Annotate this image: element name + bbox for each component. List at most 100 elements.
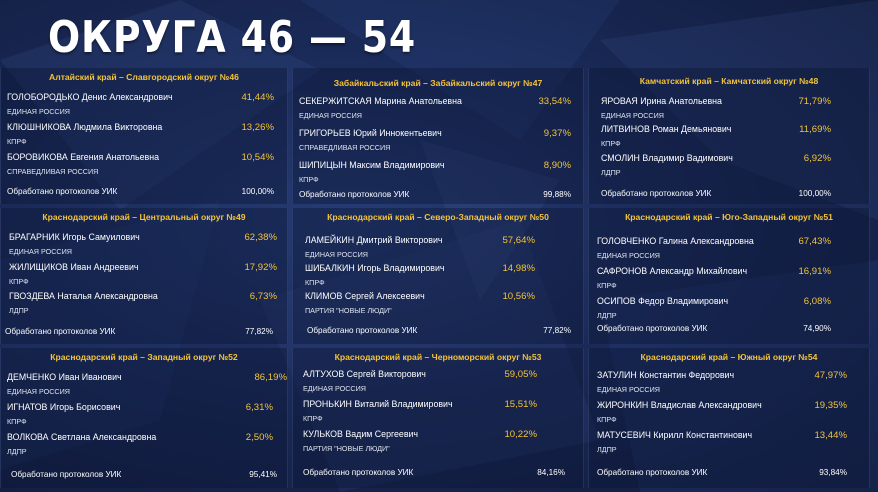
candidate-row: ЛИТВИНОВ Роман Демьянович 11,69% КПРФ: [589, 124, 869, 154]
candidate-party: ЕДИНАЯ РОССИЯ: [303, 384, 366, 393]
candidate-party: ЕДИНАЯ РОССИЯ: [597, 251, 660, 260]
district-card-51: Краснодарский край – Юго-Западный округ …: [588, 208, 870, 344]
candidate-name: ГОЛОБОРОДЬКО Денис Александрович: [7, 92, 173, 103]
protocols-value: 100,00%: [798, 189, 831, 198]
candidate-name: КУЛЬКОВ Вадим Сергеевич: [303, 429, 419, 440]
candidate-percent: 2,50%: [245, 432, 273, 443]
candidate-party: КПРФ: [299, 175, 319, 184]
candidate-row: ЯРОВАЯ Ирина Анатольевна 71,79% ЕДИНАЯ Р…: [589, 96, 869, 126]
protocols-value: 74,90%: [803, 324, 831, 333]
candidate-name: ГОЛОВЧЕНКО Галина Александровна: [597, 236, 754, 247]
protocols-value: 93,84%: [819, 468, 847, 477]
candidate-percent: 10,54%: [241, 152, 274, 163]
candidate-row: ШИБАЛКИН Игорь Владимирович 14,98% КПРФ: [293, 263, 583, 293]
candidate-party: СПРАВЕДЛИВАЯ РОССИЯ: [299, 143, 391, 152]
district-card-47: Забайкальский край – Забайкальский округ…: [292, 68, 584, 204]
protocols-label: Обработано протоколов УИК: [303, 468, 414, 477]
candidate-name: САФРОНОВ Александр Михайлович: [597, 266, 748, 277]
protocols-value: 95,41%: [249, 470, 277, 479]
candidate-percent: 57,64%: [502, 235, 535, 246]
candidate-row: ИГНАТОВ Игорь Борисович 6,31% КПРФ: [1, 402, 287, 432]
candidate-name: КЛИМОВ Сергей Алексеевич: [305, 291, 425, 302]
candidate-row: ЗАТУЛИН Константин Федорович 47,97% ЕДИН…: [589, 370, 869, 400]
candidate-party: КПРФ: [597, 415, 617, 424]
candidate-percent: 13,26%: [241, 122, 274, 133]
candidate-party: ПАРТИЯ "НОВЫЕ ЛЮДИ": [303, 444, 390, 453]
candidate-percent: 59,05%: [504, 369, 537, 380]
candidate-name: ВОЛКОВА Светлана Александровна: [7, 432, 157, 443]
candidate-party: КПРФ: [7, 137, 27, 146]
candidate-percent: 16,91%: [798, 266, 831, 277]
protocols-value: 77,82%: [543, 326, 571, 335]
candidate-party: КПРФ: [7, 417, 27, 426]
candidate-percent: 41,44%: [241, 92, 274, 103]
candidate-name: АЛТУХОВ Сергей Викторович: [303, 369, 426, 380]
candidate-name: КЛЮШНИКОВА Людмила Викторовна: [7, 122, 163, 133]
district-card-49: Краснодарский край – Центральный округ №…: [0, 208, 288, 344]
protocols-label: Обработано протоколов УИК: [299, 190, 410, 199]
candidate-percent: 86,19%: [254, 372, 287, 383]
candidate-party: ЕДИНАЯ РОССИЯ: [7, 107, 70, 116]
district-title: Забайкальский край – Забайкальский округ…: [333, 78, 543, 88]
candidate-percent: 47,97%: [814, 370, 847, 381]
candidate-name: ЛАМЕЙКИН Дмитрий Викторович: [305, 235, 443, 246]
candidate-party: КПРФ: [9, 277, 29, 286]
district-title: Алтайский край – Славгородский округ №46: [49, 72, 239, 82]
district-card-48: Камчатский край – Камчатский округ №48 Я…: [588, 68, 870, 204]
candidate-percent: 71,79%: [798, 96, 831, 107]
candidate-row: КЛЮШНИКОВА Людмила Викторовна 13,26% КПР…: [1, 122, 287, 152]
protocols-label: Обработано протоколов УИК: [597, 324, 708, 333]
candidate-name: БОРОВИКОВА Евгения Анатольевна: [7, 152, 160, 163]
candidate-name: СМОЛИН Владимир Вадимович: [601, 153, 733, 164]
candidate-party: КПРФ: [597, 281, 617, 290]
district-title: Краснодарский край – Северо-Западный окр…: [327, 212, 549, 222]
district-title: Краснодарский край – Южный округ №54: [640, 352, 818, 362]
candidate-party: КПРФ: [601, 139, 621, 148]
candidate-row: БРАГАРНИК Игорь Самуилович 62,38% ЕДИНАЯ…: [1, 232, 287, 262]
candidate-party: КПРФ: [303, 414, 323, 423]
candidate-percent: 10,56%: [502, 291, 535, 302]
candidate-row: СМОЛИН Владимир Вадимович 6,92% ЛДПР: [589, 153, 869, 183]
candidate-percent: 6,31%: [245, 402, 273, 413]
candidate-name: СЕКЕРЖИТСКАЯ Марина Анатольевна: [299, 96, 462, 107]
candidate-percent: 9,37%: [543, 128, 571, 139]
candidate-row: ОСИПОВ Федор Владимирович 6,08% ЛДПР: [589, 296, 869, 326]
candidate-percent: 6,08%: [803, 296, 831, 307]
candidate-percent: 13,44%: [814, 430, 847, 441]
candidate-percent: 19,35%: [814, 400, 847, 411]
candidate-name: ОСИПОВ Федор Владимирович: [597, 296, 729, 307]
candidate-name: ЖИРОНКИН Владислав Александрович: [597, 400, 762, 411]
district-card-52: Краснодарский край – Западный округ №52 …: [0, 348, 288, 488]
candidate-name: ИГНАТОВ Игорь Борисович: [7, 402, 121, 413]
candidate-party: ЛДПР: [597, 311, 617, 320]
district-title: Краснодарский край – Западный округ №52: [50, 352, 238, 362]
candidate-party: СПРАВЕДЛИВАЯ РОССИЯ: [7, 167, 99, 176]
candidate-party: ПАРТИЯ "НОВЫЕ ЛЮДИ": [305, 306, 392, 315]
candidate-row: ЛАМЕЙКИН Дмитрий Викторович 57,64% ЕДИНА…: [293, 235, 583, 265]
candidate-name: ЗАТУЛИН Константин Федорович: [597, 370, 735, 381]
protocols-label: Обработано протоколов УИК: [5, 327, 116, 336]
candidate-percent: 62,38%: [244, 232, 277, 243]
candidate-party: ЕДИНАЯ РОССИЯ: [305, 250, 368, 259]
candidate-row: ШИПИЦЫН Максим Владимирович 8,90% КПРФ: [293, 160, 583, 190]
district-card-54: Краснодарский край – Южный округ №54 ЗАТ…: [588, 348, 870, 488]
protocols-label: Обработано протоколов УИК: [597, 468, 708, 477]
page-title: ОКРУГА 46 — 54: [48, 12, 417, 63]
candidate-row: БОРОВИКОВА Евгения Анатольевна 10,54% СП…: [1, 152, 287, 182]
protocols-value: 100,00%: [241, 187, 274, 196]
candidate-percent: 17,92%: [244, 262, 277, 273]
district-card-46: Алтайский край – Славгородский округ №46…: [0, 68, 288, 204]
candidate-name: ГВОЗДЕВА Наталья Александровна: [9, 291, 158, 302]
candidate-name: ГРИГОРЬЕВ Юрий Иннокентьевич: [299, 128, 442, 139]
protocols-label: Обработано протоколов УИК: [307, 326, 418, 335]
candidate-percent: 6,92%: [803, 153, 831, 164]
candidate-row: КЛИМОВ Сергей Алексеевич 10,56% ПАРТИЯ "…: [293, 291, 583, 321]
protocols-label: Обработано протоколов УИК: [11, 470, 122, 479]
candidate-party: ЕДИНАЯ РОССИЯ: [299, 111, 362, 120]
candidate-party: ЕДИНАЯ РОССИЯ: [7, 387, 70, 396]
candidate-percent: 6,73%: [249, 291, 277, 302]
candidate-row: ГВОЗДЕВА Наталья Александровна 6,73% ЛДП…: [1, 291, 287, 321]
candidate-name: ПРОНЬКИН Виталий Владимирович: [303, 399, 453, 410]
candidate-row: АЛТУХОВ Сергей Викторович 59,05% ЕДИНАЯ …: [293, 369, 583, 399]
candidate-percent: 10,22%: [504, 429, 537, 440]
